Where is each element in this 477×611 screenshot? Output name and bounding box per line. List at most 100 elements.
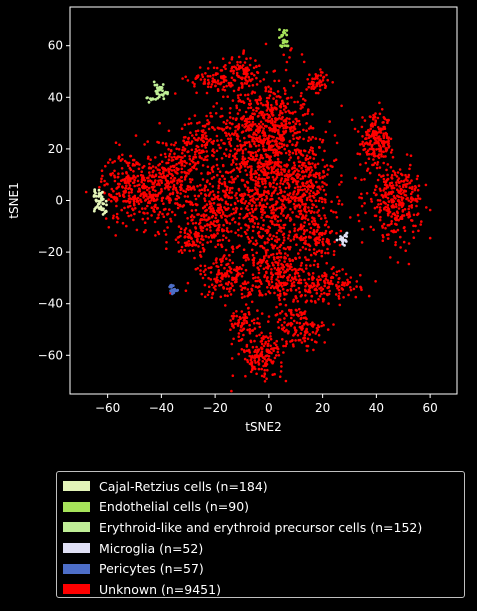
scatter-point [231, 218, 234, 222]
scatter-point [413, 185, 417, 188]
scatter-point [394, 173, 397, 177]
y-tick-label: −40 [38, 297, 63, 311]
scatter-point [407, 173, 411, 177]
scatter-point [258, 289, 261, 293]
scatter-point [175, 188, 178, 192]
scatter-point [149, 158, 152, 161]
scatter-point [376, 136, 380, 140]
scatter-point [256, 197, 260, 201]
scatter-point [381, 226, 385, 229]
scatter-point [241, 149, 245, 152]
scatter-point [404, 194, 408, 197]
scatter-point [228, 189, 232, 192]
scatter-point [397, 181, 401, 184]
scatter-point [206, 188, 210, 192]
scatter-point [361, 227, 364, 231]
scatter-point [309, 171, 312, 174]
scatter-point [318, 287, 321, 290]
scatter-point [264, 251, 268, 254]
scatter-point [284, 379, 288, 383]
scatter-point [230, 389, 233, 393]
scatter-point [196, 121, 199, 125]
scatter-point [272, 204, 275, 207]
scatter-point [220, 245, 224, 249]
scatter-point [259, 227, 263, 230]
scatter-point [104, 210, 108, 214]
scatter-point [271, 208, 275, 211]
scatter-point [349, 276, 353, 279]
scatter-point [378, 199, 382, 202]
scatter-point [236, 322, 239, 325]
scatter-point [107, 161, 110, 164]
scatter-point [169, 220, 173, 223]
scatter-point [273, 92, 277, 96]
scatter-point [303, 216, 307, 219]
scatter-point [128, 177, 131, 180]
scatter-point [272, 234, 275, 238]
scatter-point [307, 85, 311, 89]
scatter-point [281, 241, 285, 245]
scatter-point [288, 219, 292, 222]
scatter-point [97, 202, 101, 206]
scatter-point [123, 206, 126, 210]
scatter-point [270, 280, 274, 284]
scatter-point [129, 214, 133, 217]
scatter-point [186, 235, 190, 239]
scatter-point [286, 289, 289, 292]
scatter-point [118, 194, 122, 197]
x-tick-label: −60 [95, 401, 120, 415]
scatter-point [226, 95, 229, 98]
scatter-point [309, 146, 313, 149]
scatter-point [211, 142, 215, 145]
scatter-point [312, 203, 316, 207]
scatter-point [195, 91, 198, 95]
scatter-point [298, 123, 302, 126]
scatter-point [279, 161, 283, 164]
scatter-point [269, 335, 272, 338]
scatter-point [316, 281, 320, 284]
scatter-point [282, 326, 286, 329]
scatter-point [290, 284, 294, 288]
scatter-point [377, 203, 380, 206]
scatter-point [266, 342, 270, 346]
scatter-point [251, 200, 255, 203]
scatter-point [200, 151, 204, 154]
scatter-point [362, 144, 366, 148]
scatter-point [290, 96, 293, 99]
scatter-point [259, 120, 263, 124]
scatter-point [403, 208, 407, 211]
scatter-point [178, 185, 182, 189]
scatter-point [396, 261, 400, 264]
scatter-point [287, 175, 290, 179]
scatter-point [187, 169, 190, 172]
scatter-point [183, 248, 186, 252]
scatter-point [337, 294, 341, 298]
scatter-point [302, 137, 305, 141]
scatter-point [324, 193, 328, 196]
scatter-point [169, 180, 173, 183]
scatter-point [416, 194, 420, 197]
scatter-point [199, 78, 203, 81]
scatter-point [415, 204, 418, 208]
scatter-point [292, 345, 295, 348]
scatter-point [247, 156, 251, 160]
scatter-point [228, 191, 231, 195]
scatter-point [262, 147, 265, 151]
scatter-point [182, 204, 186, 207]
scatter-point [275, 346, 278, 350]
scatter-point [277, 147, 281, 150]
scatter-point [381, 127, 385, 131]
scatter-point [187, 137, 190, 140]
scatter-point [192, 186, 196, 189]
scatter-point [252, 133, 255, 136]
scatter-point [396, 199, 400, 202]
scatter-point [227, 230, 230, 234]
scatter-point [212, 209, 216, 212]
scatter-point [312, 87, 316, 90]
scatter-point [224, 67, 227, 71]
scatter-point [390, 220, 394, 223]
scatter-point [368, 171, 372, 175]
scatter-point [292, 196, 296, 199]
scatter-point [264, 335, 267, 339]
scatter-point [201, 276, 205, 280]
